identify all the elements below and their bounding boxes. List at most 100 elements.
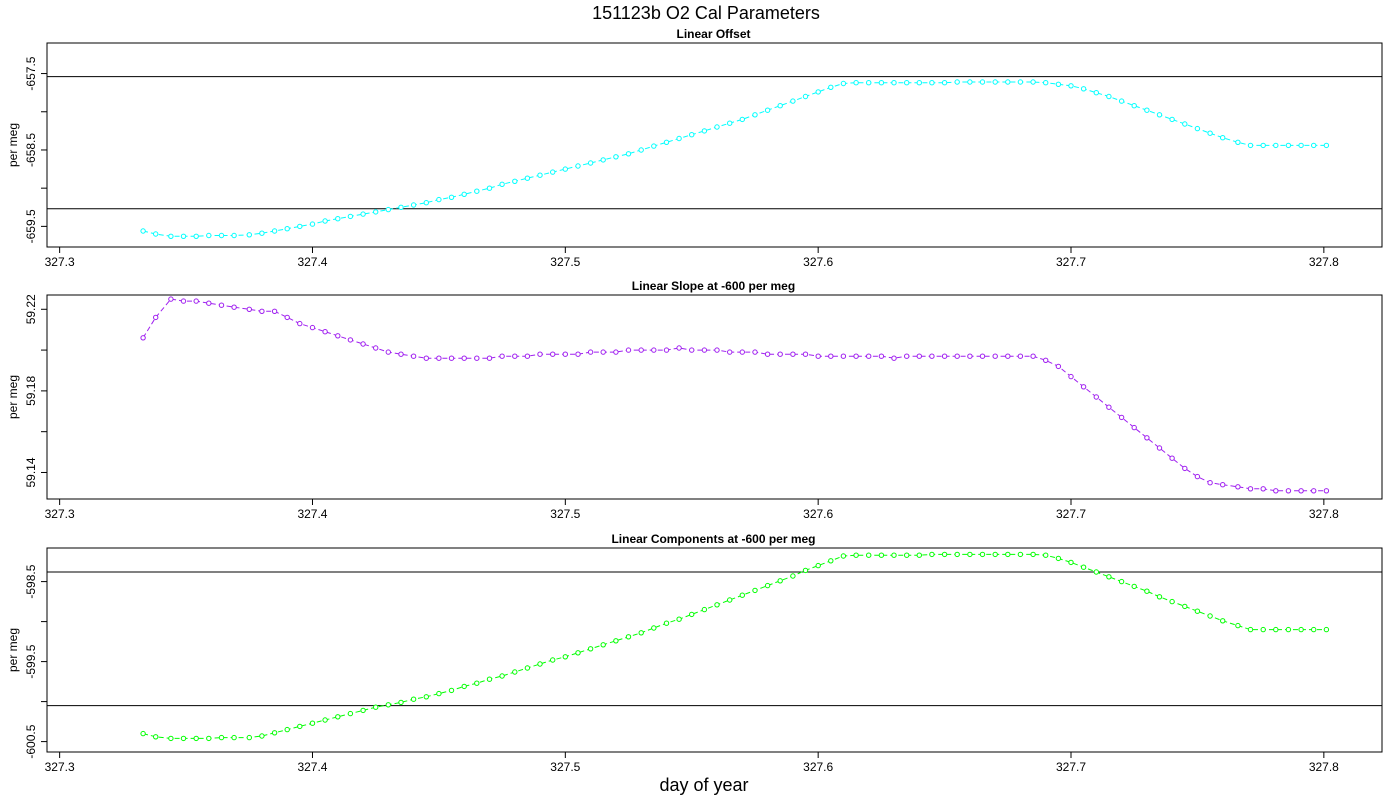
- data-point-offset-39: [638, 147, 644, 153]
- data-point-slope-30: [524, 353, 531, 359]
- data-point-components-85: [1220, 618, 1226, 624]
- data-point-slope-59: [891, 355, 897, 361]
- data-point-offset-61: [916, 80, 922, 86]
- data-point-components-9: [259, 733, 265, 739]
- data-point-offset-60: [904, 80, 910, 86]
- data-point-components-33: [562, 654, 568, 660]
- data-point-offset-71: [1043, 80, 1049, 86]
- data-point-slope-72: [1055, 363, 1062, 370]
- data-point-offset-45: [714, 124, 720, 130]
- data-point-components-69: [1017, 551, 1024, 558]
- data-point-slope-76: [1106, 404, 1112, 410]
- data-point-offset-47: [739, 116, 745, 123]
- data-point-offset-68: [1005, 79, 1011, 85]
- data-point-offset-2: [168, 233, 174, 240]
- x-tick-label-components-0: 327.3: [45, 760, 75, 774]
- data-point-slope-38: [625, 347, 632, 353]
- data-point-slope-82: [1182, 465, 1188, 472]
- data-point-offset-30: [524, 175, 531, 181]
- data-point-slope-28: [499, 353, 505, 359]
- data-point-offset-21: [410, 202, 417, 208]
- data-point-components-91: [1298, 626, 1304, 633]
- data-point-components-24: [448, 687, 455, 694]
- data-point-offset-80: [1156, 112, 1163, 118]
- data-point-slope-27: [486, 355, 493, 361]
- data-point-components-74: [1080, 564, 1087, 570]
- data-point-slope-49: [764, 351, 771, 357]
- y-tick-label-offset-4: -657.5: [24, 56, 38, 90]
- data-point-components-48: [752, 587, 758, 594]
- data-point-slope-70: [1030, 353, 1036, 359]
- data-point-slope-1: [153, 314, 159, 321]
- data-point-components-63: [941, 551, 948, 558]
- data-point-slope-8: [246, 306, 253, 312]
- data-point-components-86: [1235, 622, 1241, 629]
- data-point-components-31: [537, 661, 543, 667]
- data-point-offset-77: [1118, 98, 1125, 104]
- data-point-components-87: [1247, 626, 1254, 633]
- data-point-offset-29: [512, 178, 518, 185]
- data-point-slope-87: [1247, 486, 1254, 492]
- data-point-offset-86: [1235, 139, 1241, 146]
- data-point-slope-47: [739, 349, 745, 355]
- y-tick-label-components-2: -599.5: [24, 644, 38, 678]
- data-point-components-55: [840, 553, 847, 559]
- data-point-offset-40: [651, 143, 657, 149]
- data-point-slope-84: [1207, 480, 1213, 486]
- data-point-offset-34: [575, 163, 581, 169]
- data-point-components-47: [739, 592, 745, 598]
- data-point-slope-7: [231, 304, 237, 310]
- data-point-components-78: [1131, 583, 1137, 590]
- data-point-slope-55: [840, 353, 847, 359]
- data-point-offset-90: [1285, 142, 1292, 149]
- data-point-offset-17: [360, 211, 366, 217]
- data-point-offset-67: [992, 79, 998, 85]
- data-point-components-12: [297, 723, 303, 730]
- data-point-slope-54: [828, 353, 834, 359]
- data-point-slope-83: [1194, 473, 1201, 480]
- y-tick-label-slope-4: 59.22: [24, 294, 38, 324]
- data-point-offset-42: [676, 135, 682, 142]
- x-tick-label-slope-3: 327.6: [803, 507, 833, 521]
- x-tick-label-slope-5: 327.8: [1309, 507, 1339, 521]
- data-point-slope-2: [168, 296, 174, 302]
- plot-frame-components: [46, 547, 1383, 753]
- data-point-offset-24: [448, 194, 455, 201]
- data-point-components-53: [815, 562, 821, 569]
- x-tick-label-offset-4: 327.7: [1056, 255, 1086, 269]
- data-point-components-46: [727, 597, 733, 603]
- data-point-components-2: [168, 735, 174, 742]
- data-point-offset-28: [499, 181, 505, 188]
- data-point-components-3: [180, 735, 187, 742]
- y-tick-label-components-4: -598.5: [24, 564, 38, 598]
- data-point-offset-10: [271, 228, 278, 234]
- data-point-components-62: [929, 551, 935, 558]
- data-point-components-84: [1207, 613, 1213, 619]
- data-point-offset-69: [1017, 79, 1024, 85]
- series-line-components: [142, 553, 1327, 739]
- data-point-offset-52: [802, 93, 809, 100]
- data-point-offset-14: [322, 218, 328, 224]
- x-tick-label-offset-0: 327.3: [45, 255, 75, 269]
- data-point-offset-51: [790, 98, 796, 104]
- x-tick-label-components-4: 327.7: [1056, 760, 1086, 774]
- x-axis-label: day of year: [659, 775, 748, 795]
- data-point-slope-9: [259, 308, 265, 314]
- x-tick-label-offset-3: 327.6: [803, 255, 833, 269]
- data-point-components-76: [1106, 574, 1112, 580]
- data-point-slope-78: [1131, 424, 1137, 431]
- data-point-components-36: [600, 642, 606, 648]
- y-tick-label-slope-0: 59.14: [24, 457, 38, 487]
- data-point-offset-49: [764, 107, 771, 113]
- data-point-offset-58: [878, 80, 885, 86]
- data-point-components-42: [676, 616, 682, 622]
- data-point-offset-89: [1273, 142, 1279, 149]
- data-point-offset-33: [562, 166, 568, 172]
- data-point-components-40: [651, 625, 657, 631]
- x-tick-label-components-1: 327.4: [297, 760, 327, 774]
- x-tick-label-components-2: 327.5: [550, 760, 580, 774]
- data-point-slope-31: [537, 351, 543, 357]
- data-point-offset-62: [929, 80, 935, 86]
- data-point-offset-64: [954, 79, 960, 85]
- data-point-offset-16: [347, 213, 354, 220]
